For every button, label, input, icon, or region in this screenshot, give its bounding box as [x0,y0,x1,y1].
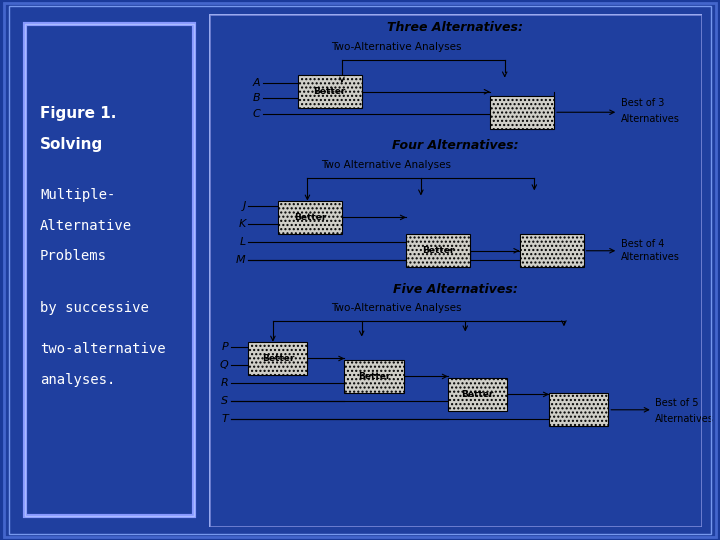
Text: Better: Better [261,354,294,363]
Text: two-alternative: two-alternative [40,342,166,356]
Text: T: T [222,414,228,424]
Text: L: L [240,237,246,247]
Text: Multiple-: Multiple- [40,188,115,202]
Text: Alternatives: Alternatives [621,113,680,124]
Bar [448,378,507,411]
Text: Two-Alternative Analyses: Two-Alternative Analyses [331,42,462,52]
Text: B: B [253,93,261,103]
Bar [344,360,404,393]
Bar [278,201,342,234]
Text: Alternative: Alternative [40,219,132,233]
Text: Five Alternatives:: Five Alternatives: [393,283,518,296]
Text: K: K [238,219,246,229]
Text: Two-Alternative Analyses: Two-Alternative Analyses [331,303,462,313]
Text: A: A [253,78,261,88]
Text: Better: Better [313,87,346,96]
Text: analyses.: analyses. [40,373,115,387]
Text: Better: Better [358,372,390,381]
Text: R: R [221,378,228,388]
Text: Alternatives: Alternatives [655,414,714,424]
Text: M: M [236,255,246,265]
Text: Two Alternative Analyses: Two Alternative Analyses [321,160,451,170]
Text: Figure 1.: Figure 1. [40,106,117,121]
Text: Better: Better [462,390,494,399]
Bar [520,234,584,267]
Text: P: P [222,342,228,352]
Bar [248,342,307,375]
Text: Three Alternatives:: Three Alternatives: [387,21,523,34]
Text: Best of 5: Best of 5 [655,399,698,408]
Text: Solving: Solving [40,137,103,152]
Text: Q: Q [220,360,228,370]
Bar [490,96,554,129]
Bar [297,75,361,109]
Text: by successive: by successive [40,301,149,315]
Text: Best of 3: Best of 3 [621,98,664,109]
Text: Better: Better [422,246,454,255]
Text: Better: Better [294,213,326,222]
Bar [406,234,470,267]
Text: J: J [243,201,246,211]
Text: Problems: Problems [40,249,107,264]
Text: S: S [222,396,228,406]
Text: Alternatives: Alternatives [621,252,680,262]
Text: Four Alternatives:: Four Alternatives: [392,139,518,152]
Bar [549,393,608,427]
Text: C: C [253,109,261,119]
Text: Best of 4: Best of 4 [621,239,664,249]
